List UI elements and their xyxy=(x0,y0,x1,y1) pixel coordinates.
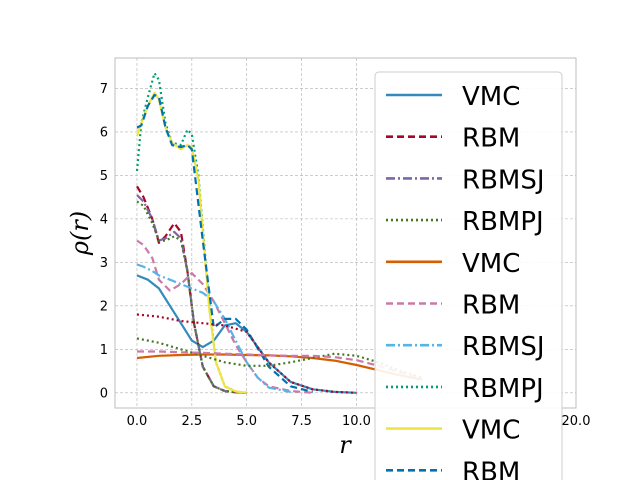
series-line-0 xyxy=(136,274,357,394)
series-line-7 xyxy=(135,72,247,394)
y-tick-label: 2 xyxy=(100,299,108,314)
x-tick-label: 10.0 xyxy=(342,414,371,429)
x-tick-label: 2.5 xyxy=(181,414,202,429)
legend-label-5: RBM xyxy=(462,291,520,321)
legend-label-0: VMC xyxy=(462,82,520,112)
series-line-3 xyxy=(136,200,247,394)
series-line-12 xyxy=(137,350,423,380)
legend: VMC RBM RBMSJ RBMPJ VMC RBM RBMSJ RBMPJ VMC RBM xyxy=(374,71,563,480)
y-tick-label: 6 xyxy=(100,125,108,140)
x-tick-label: 20.0 xyxy=(562,414,591,429)
y-axis-label: ρ(r) xyxy=(66,211,94,256)
legend-label-3: RBMPJ xyxy=(462,207,544,237)
x-tick-labels: 0.0 2.5 5.0 7.5 10.0 20.0 xyxy=(127,414,591,429)
y-tick-label: 1 xyxy=(100,343,108,358)
legend-label-2: RBMSJ xyxy=(462,165,545,195)
y-tick-label: 4 xyxy=(100,212,108,227)
x-tick-label: 7.5 xyxy=(291,414,312,429)
series-line-6 xyxy=(136,263,291,393)
legend-label-8: VMC xyxy=(462,416,520,446)
legend-label-7: RBMPJ xyxy=(462,374,544,404)
y-tick-label: 0 xyxy=(100,386,108,401)
series-line-11 xyxy=(136,337,423,379)
y-tick-label: 5 xyxy=(100,169,108,184)
legend-box xyxy=(374,71,563,480)
legend-label-6: RBMSJ xyxy=(462,332,545,362)
series-line-10 xyxy=(136,313,357,394)
x-axis-label: r xyxy=(339,431,352,459)
legend-label-9: RBM xyxy=(462,457,520,480)
legend-label-1: RBM xyxy=(462,124,520,154)
legend-label-4: VMC xyxy=(462,249,520,279)
y-tick-label: 3 xyxy=(100,256,108,271)
series-layer xyxy=(135,72,423,394)
x-tick-label: 0.0 xyxy=(127,414,148,429)
x-tick-label: 5.0 xyxy=(236,414,257,429)
y-tick-label: 7 xyxy=(100,82,108,97)
plot-frame xyxy=(114,57,577,409)
y-tick-labels: 0 1 2 3 4 5 6 7 xyxy=(100,82,108,401)
